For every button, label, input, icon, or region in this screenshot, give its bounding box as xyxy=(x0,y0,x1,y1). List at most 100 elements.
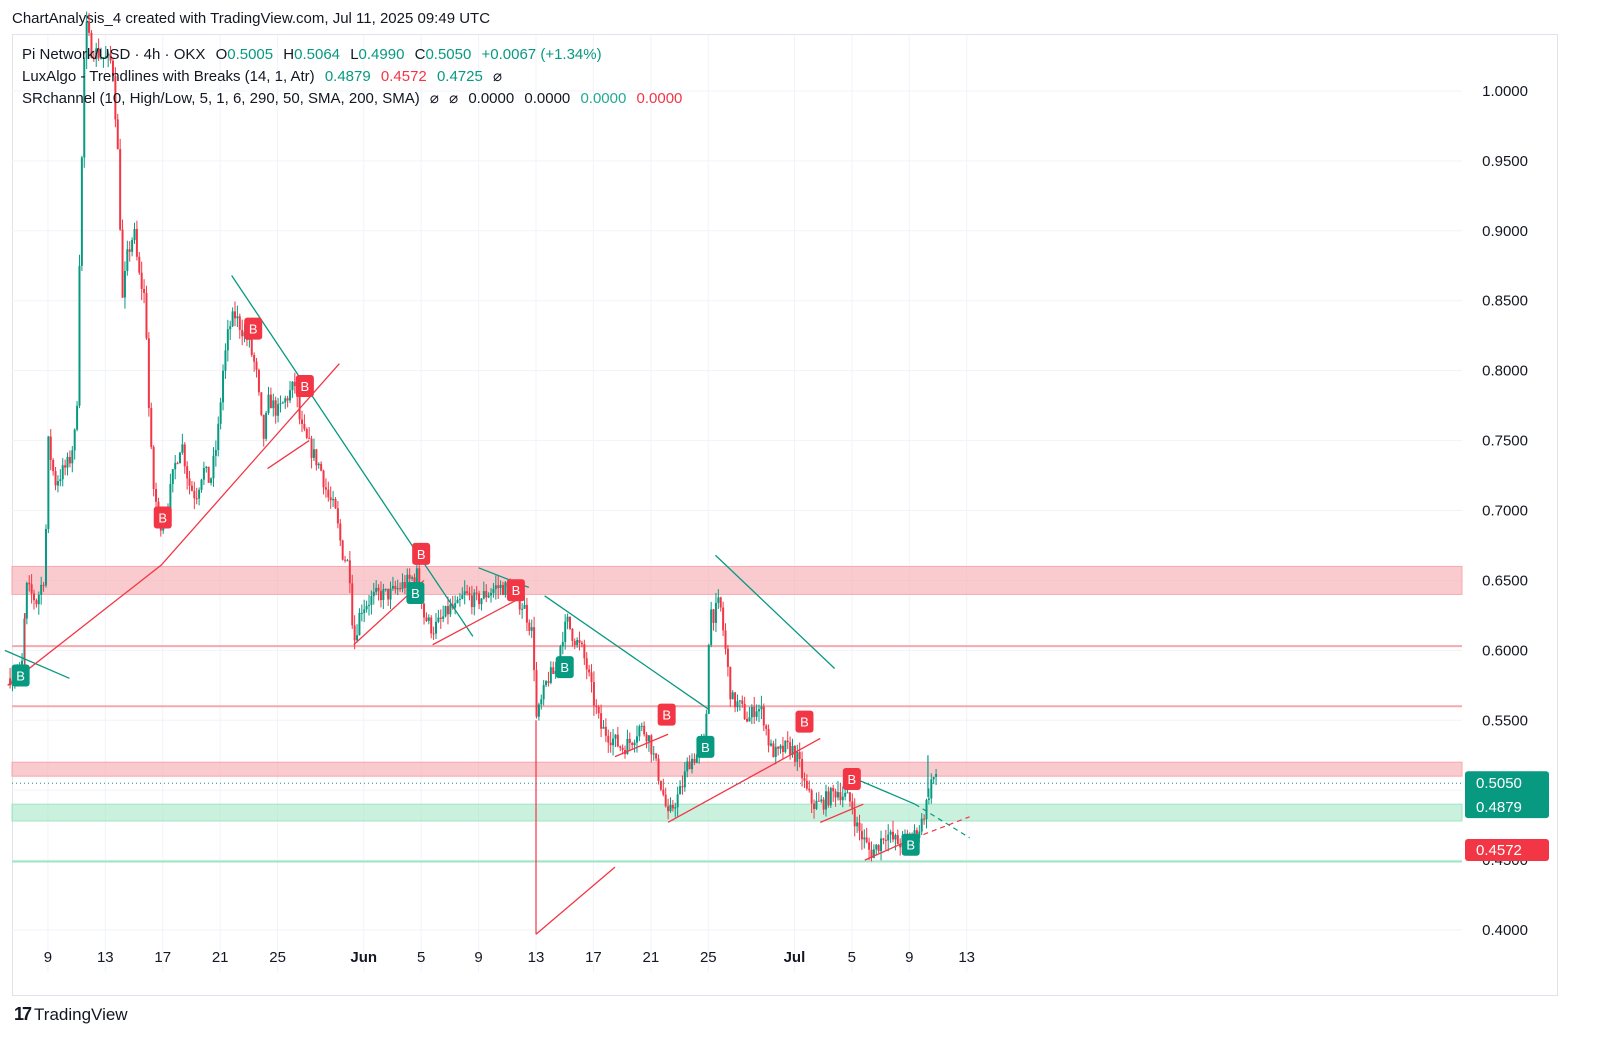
candle-down xyxy=(848,792,851,802)
candle-down xyxy=(114,75,117,120)
candle-up xyxy=(683,771,686,788)
sell-signal-label-bg xyxy=(153,506,172,529)
candle-up xyxy=(123,270,126,298)
candle-up xyxy=(126,249,129,271)
candle-up xyxy=(202,467,205,480)
candle-down xyxy=(49,436,52,460)
candle-down xyxy=(152,447,155,490)
candle-up xyxy=(872,849,875,858)
candle-up xyxy=(576,639,579,646)
price-change: +0.0067 (+1.34%) xyxy=(481,46,602,63)
candle-down xyxy=(195,498,198,500)
candle-up xyxy=(482,591,485,599)
indicator-name-srchannel[interactable]: SRchannel (10, High/Low, 5, 1, 6, 290, 5… xyxy=(22,90,420,107)
y-axis-tick-label: 0.7000 xyxy=(1482,502,1528,519)
candle-down xyxy=(501,584,504,595)
candle-down xyxy=(140,272,143,289)
candle-up xyxy=(181,444,184,453)
tradingview-logo[interactable]: 17 TradingView xyxy=(14,1004,128,1025)
candle-up xyxy=(411,577,414,579)
resistance-zone xyxy=(11,565,1463,595)
candle-up xyxy=(846,792,849,794)
candles-group xyxy=(9,11,938,935)
srchannel-value-4: 0.0000 xyxy=(636,90,683,107)
candle-down xyxy=(808,788,811,791)
candle-down xyxy=(650,735,653,755)
candle-down xyxy=(241,329,244,337)
candle-up xyxy=(356,635,359,641)
candle-up xyxy=(231,311,234,327)
sell-signal-label: B xyxy=(842,768,861,791)
candle-up xyxy=(40,584,43,595)
indicator-legend-srchannel[interactable]: SRchannel (10, High/Low, 5, 1, 6, 290, 5… xyxy=(22,88,688,110)
candle-up xyxy=(391,585,394,589)
candle-down xyxy=(573,640,576,646)
sell-signal-label-label: B xyxy=(800,715,809,730)
close-value: 0.5050 xyxy=(425,46,472,63)
candle-up xyxy=(913,830,916,837)
candle-up xyxy=(214,450,217,456)
candle-down xyxy=(439,617,442,619)
candle-up xyxy=(21,660,24,665)
candle-down xyxy=(320,463,323,471)
candle-down xyxy=(92,57,95,60)
candle-down xyxy=(664,794,667,807)
candle-down xyxy=(379,590,382,601)
candle-down xyxy=(485,591,488,598)
candle-down xyxy=(805,780,808,789)
candle-down xyxy=(793,746,796,762)
candle-up xyxy=(499,584,502,589)
x-axis-tick-label: 9 xyxy=(905,949,913,966)
candle-up xyxy=(748,717,751,722)
candle-up xyxy=(473,592,476,608)
candle-down xyxy=(377,587,380,591)
candle-down xyxy=(329,497,332,501)
candle-up xyxy=(78,265,81,406)
candle-down xyxy=(592,682,595,706)
y-axis-tick-label: 0.8000 xyxy=(1482,363,1528,380)
candle-up xyxy=(66,456,69,468)
x-axis-tick-label: 5 xyxy=(848,949,856,966)
x-axis-tick-label: Jun xyxy=(350,949,377,966)
buy-signal-label-bg xyxy=(11,664,30,687)
trendline-up xyxy=(432,595,525,646)
candle-down xyxy=(30,584,33,594)
candle-down xyxy=(762,706,765,726)
symbol-legend-row[interactable]: Pi Network/USD · 4h · OKX O0.5005 H0.506… xyxy=(22,44,688,66)
candle-down xyxy=(186,466,189,479)
candle-down xyxy=(722,607,725,631)
y-axis-tick-label: 0.8500 xyxy=(1482,293,1528,310)
candle-up xyxy=(363,609,366,613)
candle-down xyxy=(468,593,471,596)
buy-signal-label: B xyxy=(555,656,574,679)
buy-signal-label: B xyxy=(406,582,425,605)
candle-up xyxy=(365,605,368,610)
candle-down xyxy=(655,753,658,759)
sell-signal-label: B xyxy=(412,542,431,565)
candle-down xyxy=(408,574,411,579)
candle-down xyxy=(430,617,433,634)
candle-down xyxy=(308,437,311,439)
symbol-name[interactable]: Pi Network/USD · 4h · OKX xyxy=(22,46,206,63)
candle-up xyxy=(277,404,280,416)
candle-up xyxy=(56,481,59,486)
candle-down xyxy=(781,745,784,752)
candle-down xyxy=(585,658,588,670)
candle-down xyxy=(238,316,241,330)
candle-down xyxy=(734,692,737,708)
buy-signal-label-label: B xyxy=(16,669,25,684)
candle-down xyxy=(588,669,591,673)
candle-up xyxy=(521,608,524,610)
candle-up xyxy=(545,681,548,686)
indicator-name-trendlines[interactable]: LuxAlgo - Trendlines with Breaks (14, 1,… xyxy=(22,68,315,85)
candle-up xyxy=(614,734,617,739)
candle-down xyxy=(693,758,696,763)
candle-down xyxy=(446,606,449,615)
candle-down xyxy=(339,523,342,541)
candle-up xyxy=(289,390,292,401)
candle-up xyxy=(83,59,86,158)
candle-up xyxy=(95,48,98,60)
candle-down xyxy=(253,354,256,362)
indicator-legend-trendlines[interactable]: LuxAlgo - Trendlines with Breaks (14, 1,… xyxy=(22,66,688,88)
